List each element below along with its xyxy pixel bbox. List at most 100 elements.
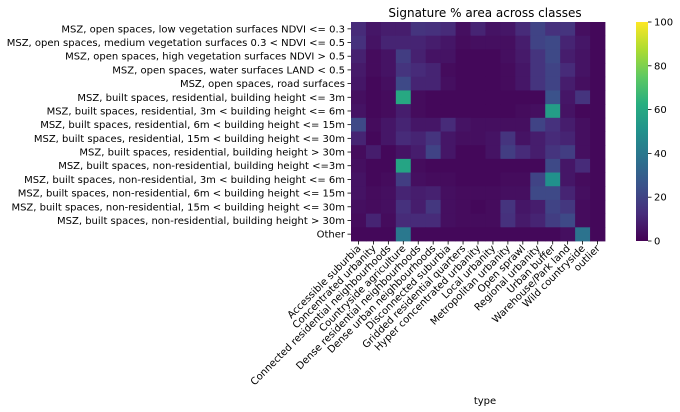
heatmap-cell	[515, 158, 531, 173]
heatmap-cell	[380, 172, 397, 187]
heatmap-cell	[515, 131, 531, 146]
heatmap-cell	[455, 186, 471, 201]
heatmap-cell	[560, 131, 576, 146]
heatmap-cell	[485, 49, 501, 64]
heatmap-cell	[500, 227, 516, 242]
heatmap-cell	[590, 186, 606, 201]
row-label: MSZ, built spaces, residential, 6m < bui…	[40, 120, 345, 131]
heatmap-cell	[410, 35, 427, 50]
heatmap-cell	[485, 186, 501, 201]
heatmap-cell	[515, 186, 531, 201]
heatmap-cell	[395, 186, 412, 201]
heatmap-cell	[515, 227, 531, 242]
heatmap-cell	[515, 49, 531, 64]
heatmap-cell	[500, 90, 516, 105]
heatmap-cell	[380, 158, 397, 173]
heatmap-cell	[380, 76, 397, 91]
heatmap-cell	[530, 35, 546, 50]
heatmap-cell	[395, 145, 412, 160]
heatmap-cell	[590, 227, 606, 242]
row-label: MSZ, open spaces, water surfaces LAND < …	[112, 65, 345, 76]
heatmap-cell	[575, 49, 591, 64]
heatmap-cell	[590, 117, 606, 132]
heatmap-cell	[590, 213, 606, 228]
heatmap-cell	[425, 186, 442, 201]
heatmap-cell	[485, 145, 501, 160]
heatmap-cell	[545, 131, 561, 146]
heatmap-cell	[590, 22, 606, 37]
heatmap-cell	[395, 49, 412, 64]
heatmap-cell	[500, 199, 516, 215]
heatmap-cell	[395, 213, 412, 228]
heatmap-cell	[351, 49, 367, 64]
row-labels: MSZ, open spaces, low vegetation surface…	[7, 24, 351, 241]
heatmap-cell	[351, 172, 367, 187]
heatmap-cell	[590, 104, 606, 119]
heatmap-cell	[410, 76, 427, 91]
heatmap-cell	[485, 76, 501, 91]
heatmap-cell	[485, 22, 501, 37]
heatmap-cell	[485, 35, 501, 50]
heatmap-cell	[485, 117, 501, 132]
colorbar-ticks: 0 20 40 60 80 100	[648, 18, 673, 248]
heatmap-cell	[410, 227, 427, 242]
heatmap-cell	[410, 158, 427, 173]
heatmap-cell	[440, 76, 456, 91]
heatmap-cell	[365, 199, 382, 215]
heatmap-cell	[590, 35, 606, 50]
heatmap-cell	[380, 49, 397, 64]
heatmap-cell	[351, 22, 367, 37]
heatmap-cell	[455, 90, 471, 105]
heatmap-cell	[575, 172, 591, 187]
heatmap-cell	[545, 63, 561, 78]
heatmap-cell	[425, 49, 442, 64]
row-label: MSZ, built spaces, non-residential, buil…	[58, 161, 345, 172]
heatmap-cell	[500, 213, 516, 228]
heatmap-cell	[590, 172, 606, 187]
heatmap-cell	[425, 199, 442, 215]
heatmap-cell	[515, 104, 531, 119]
heatmap-cell	[485, 131, 501, 146]
heatmap-cell	[545, 117, 561, 132]
heatmap-cell	[365, 35, 382, 50]
heatmap-cell	[395, 90, 412, 105]
heatmap-cell	[351, 131, 367, 146]
row-label: MSZ, built spaces, residential, 3m < bui…	[47, 106, 345, 117]
heatmap-cell	[425, 213, 442, 228]
heatmap-cell	[365, 227, 382, 242]
heatmap-cell	[530, 22, 546, 37]
heatmap-cell	[590, 49, 606, 64]
heatmap-cell	[560, 90, 576, 105]
heatmap-cell	[410, 22, 427, 37]
heatmap-cell	[425, 172, 442, 187]
heatmap-cell	[365, 158, 382, 173]
heatmap-cell	[575, 90, 591, 105]
heatmap-cell	[365, 76, 382, 91]
heatmap-cell	[395, 117, 412, 132]
heatmap-cell	[470, 186, 486, 201]
heatmap-cell	[380, 199, 397, 215]
heatmap-cell	[365, 172, 382, 187]
heatmap-cell	[530, 145, 546, 160]
heatmap-cell	[545, 104, 561, 119]
heatmap-cell	[485, 90, 501, 105]
heatmap-cell	[410, 117, 427, 132]
heatmap-cell	[470, 131, 486, 146]
heatmap-cell	[500, 104, 516, 119]
heatmap-cell	[365, 131, 382, 146]
row-label: MSZ, built spaces, non-residential, buil…	[57, 216, 345, 227]
row-label: MSZ, built spaces, non-residential, 15m …	[11, 202, 345, 213]
heatmap-cell	[455, 199, 471, 215]
heatmap-cell	[590, 76, 606, 91]
heatmap-cell	[440, 90, 456, 105]
heatmap-cell	[560, 227, 576, 242]
heatmap-cell	[351, 63, 367, 78]
heatmap-cell	[351, 199, 367, 215]
heatmap-cell	[560, 158, 576, 173]
heatmap-cell	[455, 49, 471, 64]
colorbar-tick-label: 0	[654, 237, 660, 248]
heatmap-cell	[455, 227, 471, 242]
heatmap-cell	[380, 90, 397, 105]
